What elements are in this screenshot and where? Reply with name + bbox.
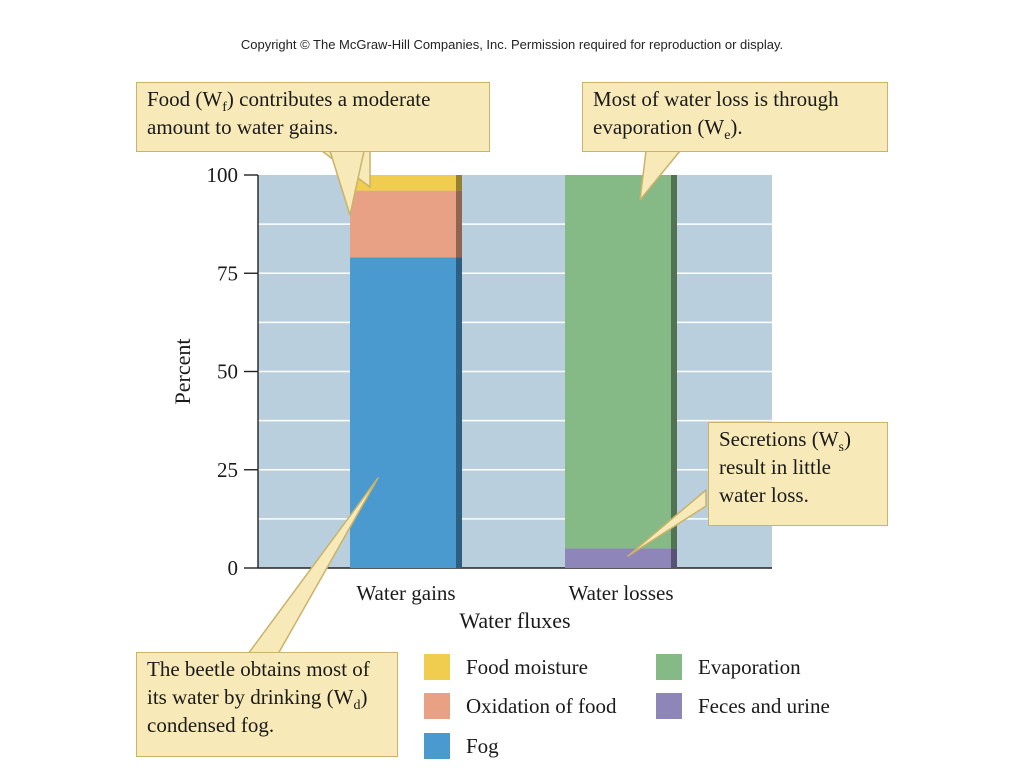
legend-item-fog: Fog — [424, 733, 499, 759]
callout-food: Food (Wf) contributes a moderate amount … — [136, 82, 490, 152]
legend-label-evaporation: Evaporation — [698, 654, 801, 679]
y-tick-label: 50 — [217, 360, 238, 384]
legend-item-feces: Feces and urine — [656, 693, 830, 719]
legend-swatch-food-moisture — [424, 654, 450, 680]
bar-segment-fog — [350, 257, 456, 568]
bar-segment-food_moisture — [350, 175, 456, 191]
legend-swatch-fog — [424, 733, 450, 759]
bar-segment-evaporation — [565, 175, 671, 549]
legend-label-food-moisture: Food moisture — [466, 654, 588, 679]
y-tick-label: 0 — [228, 556, 239, 580]
callout-secretions: Secretions (Ws) result in little water l… — [708, 422, 888, 526]
legend-label-oxidation: Oxidation of food — [466, 693, 617, 718]
bar-segment-oxidation — [350, 190, 456, 258]
bar-side-oxidation — [456, 190, 462, 258]
y-tick-label: 100 — [207, 163, 239, 187]
callout-fog: The beetle obtains most of its water by … — [136, 652, 398, 757]
bar-side-fog — [456, 257, 462, 568]
copyright-notice: Copyright © The McGraw-Hill Companies, I… — [240, 37, 784, 52]
legend-swatch-oxidation — [424, 693, 450, 719]
legend-label-feces: Feces and urine — [698, 693, 830, 718]
y-axis-label: Percent — [170, 339, 195, 405]
legend-item-evaporation: Evaporation — [656, 654, 801, 680]
legend-item-oxidation: Oxidation of food — [424, 693, 616, 719]
bar-side-food_moisture — [456, 175, 462, 191]
bar-side-evaporation — [671, 175, 677, 549]
legend-swatch-evaporation — [656, 654, 682, 680]
x-tick-label: Water losses — [568, 581, 673, 605]
pointer-feces — [627, 489, 707, 557]
y-tick-label: 25 — [217, 458, 238, 482]
x-tick-label: Water gains — [356, 581, 455, 605]
callout-evaporation: Most of water loss is through evaporatio… — [582, 82, 888, 152]
legend-swatch-feces — [656, 693, 682, 719]
legend-label-fog: Fog — [466, 733, 499, 758]
y-tick-label: 75 — [217, 261, 238, 285]
bar-segment-feces — [565, 548, 671, 568]
x-axis-label: Water fluxes — [459, 608, 570, 633]
legend-item-food-moisture: Food moisture — [424, 654, 588, 680]
bar-side-feces — [671, 548, 677, 568]
